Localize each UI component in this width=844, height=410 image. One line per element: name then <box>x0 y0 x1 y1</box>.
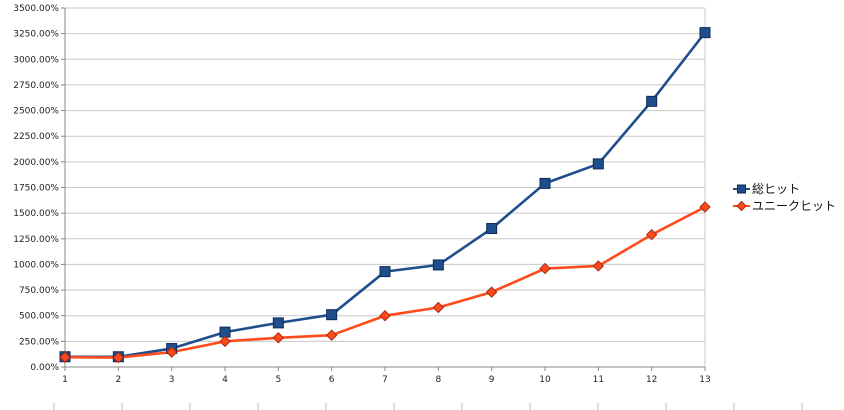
data-point-unique-hits <box>539 262 551 275</box>
bottom-ruler <box>53 403 803 410</box>
series-group <box>59 27 711 364</box>
x-tick-label: 8 <box>435 375 441 385</box>
y-tick-label: 1000.00% <box>13 260 59 270</box>
y-tick-label: 2500.00% <box>13 107 59 117</box>
x-tick-label: 5 <box>275 375 281 385</box>
data-point-unique-hits <box>432 301 445 314</box>
y-tick-label: 3000.00% <box>13 55 59 65</box>
y-tick-label: 500.00% <box>19 312 59 322</box>
y-tick-label: 2250.00% <box>13 132 59 142</box>
legend: 総ヒット ユニークヒット <box>733 182 836 213</box>
x-tick-label: 11 <box>593 375 604 385</box>
data-point-total-hits <box>326 309 338 321</box>
data-point-unique-hits <box>59 351 71 363</box>
data-point-total-hits <box>699 27 711 39</box>
y-tick-label: 2000.00% <box>13 158 59 168</box>
legend-marker-square <box>737 184 746 194</box>
data-point-unique-hits <box>699 201 711 213</box>
data-point-unique-hits <box>272 332 285 344</box>
y-tick-label: 1250.00% <box>13 235 59 245</box>
x-tick-label: 10 <box>539 375 551 385</box>
x-axis-ticks: 1 2 3 4 5 6 7 8 9 10 11 12 13 <box>62 367 711 385</box>
data-point-unique-hits <box>112 351 125 364</box>
x-tick-label: 7 <box>382 375 388 385</box>
data-point-unique-hits <box>379 310 391 322</box>
y-tick-label: 1750.00% <box>13 184 59 194</box>
x-tick-label: 1 <box>62 375 68 385</box>
data-point-total-hits <box>486 223 498 235</box>
gridlines <box>65 7 705 368</box>
data-point-total-hits <box>432 259 444 271</box>
x-tick-label: 2 <box>115 375 121 385</box>
data-point-unique-hits <box>485 286 498 298</box>
data-point-unique-hits <box>325 329 338 341</box>
legend-marker-diamond <box>736 200 747 212</box>
data-point-total-hits <box>539 177 551 189</box>
legend-label-unique: ユニークヒット <box>752 199 836 213</box>
x-tick-label: 12 <box>646 375 657 385</box>
y-tick-label: 750.00% <box>19 286 59 296</box>
data-point-total-hits <box>379 266 391 278</box>
data-point-unique-hits <box>645 228 658 241</box>
data-point-total-hits <box>592 158 604 170</box>
x-tick-label: 6 <box>329 375 335 385</box>
y-tick-label: 3500.00% <box>13 4 59 14</box>
data-point-total-hits <box>219 326 231 338</box>
legend-label-total: 総ヒット <box>752 182 800 196</box>
x-tick-label: 3 <box>169 375 175 385</box>
data-point-unique-hits <box>219 335 231 348</box>
y-axis-ticks: 0.00% 250.00% 500.00% 750.00% 1000.00% 1250.0… <box>13 4 65 373</box>
data-point-total-hits <box>646 95 658 107</box>
y-tick-label: 250.00% <box>19 337 59 347</box>
y-tick-label: 0.00% <box>30 363 59 373</box>
x-tick-label: 4 <box>222 375 228 385</box>
data-point-unique-hits <box>165 346 178 358</box>
data-point-unique-hits <box>592 260 605 272</box>
y-tick-label: 1500.00% <box>13 209 59 219</box>
y-tick-label: 3250.00% <box>13 30 59 40</box>
y-tick-label: 2750.00% <box>13 81 59 91</box>
x-tick-label: 9 <box>489 375 495 385</box>
data-point-total-hits <box>272 317 284 329</box>
x-tick-label: 13 <box>699 375 710 385</box>
